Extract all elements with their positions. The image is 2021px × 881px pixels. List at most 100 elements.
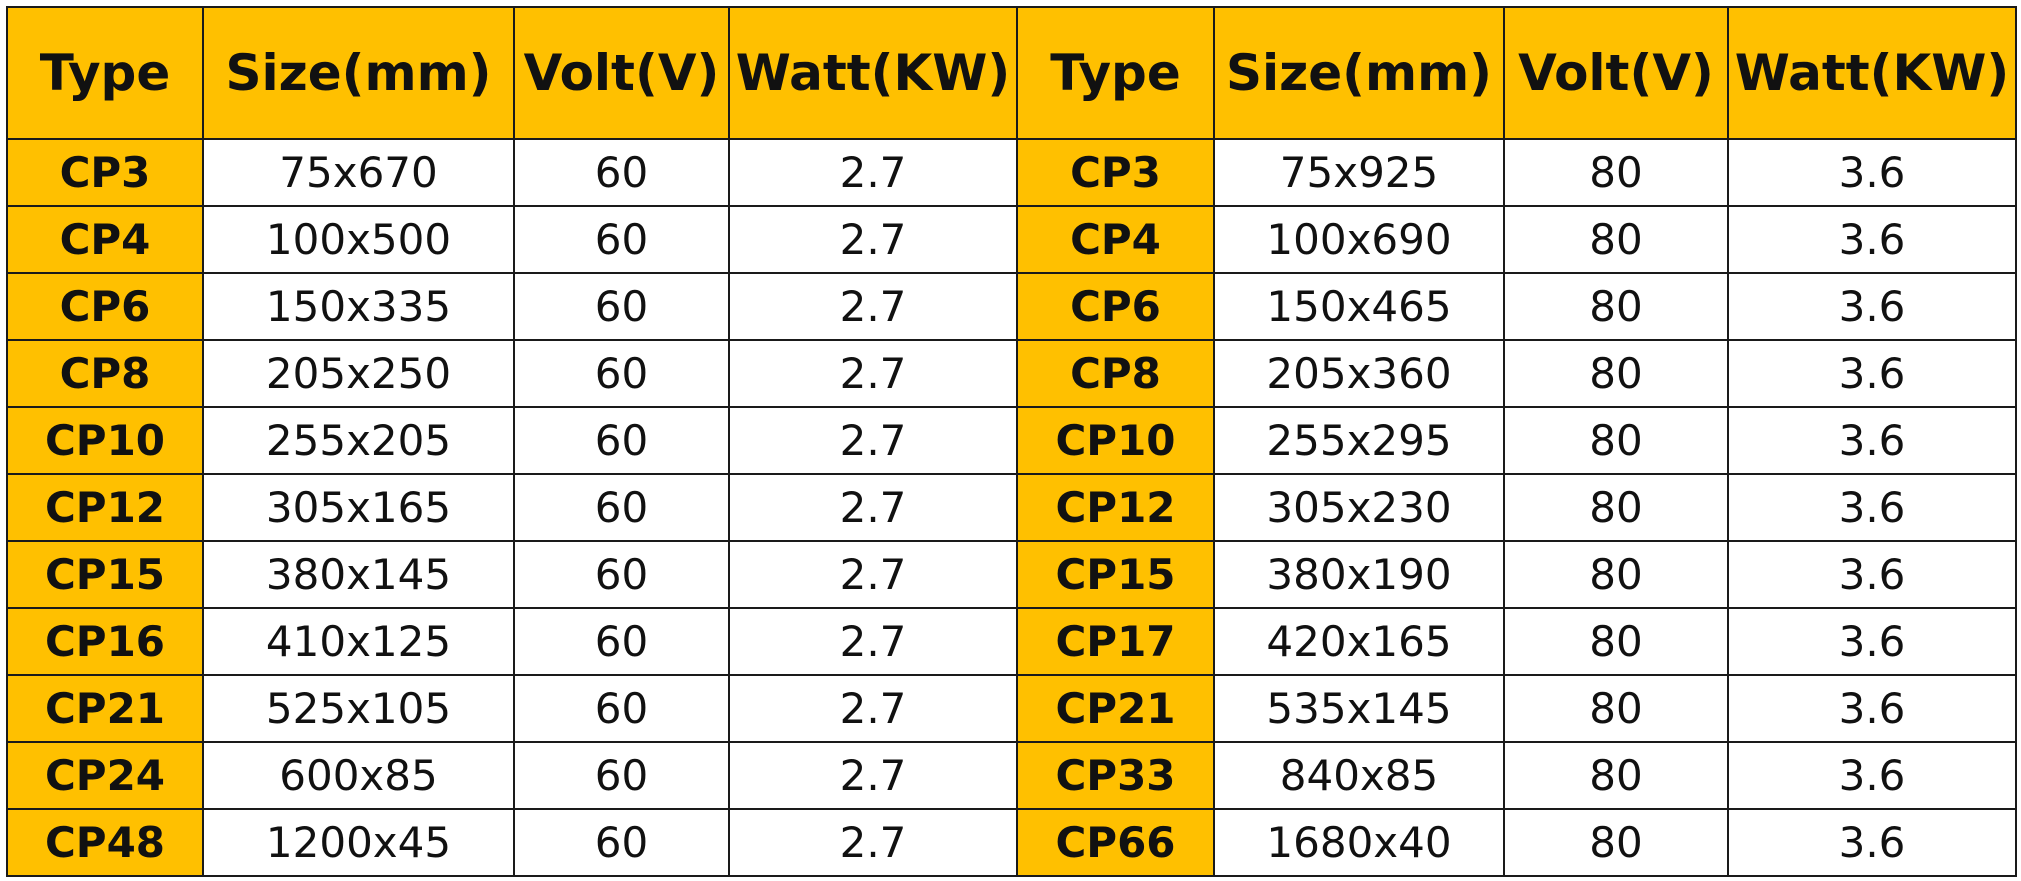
type-cell: CP16 (6, 607, 204, 676)
table-row: CP48 1200x45 60 2.7 CP66 1680x40 80 3.6 (6, 808, 2017, 877)
data-cell: 205x250 (202, 339, 515, 408)
data-cell: 2.7 (728, 808, 1018, 877)
data-cell: 535x145 (1213, 674, 1505, 743)
type-cell: CP33 (1016, 741, 1215, 810)
data-cell: 75x925 (1213, 138, 1505, 207)
header-cell: Size(mm) (1213, 6, 1505, 140)
type-cell: CP21 (1016, 674, 1215, 743)
type-cell: CP17 (1016, 607, 1215, 676)
type-cell: CP21 (6, 674, 204, 743)
data-cell: 2.7 (728, 272, 1018, 341)
header-cell: Watt(KW) (728, 6, 1018, 140)
header-row: Type Size(mm) Volt(V) Watt(KW) Type Size(mm) V… (6, 6, 2017, 140)
data-cell: 80 (1503, 741, 1729, 810)
data-cell: 3.6 (1727, 473, 2017, 542)
data-cell: 3.6 (1727, 138, 2017, 207)
data-cell: 60 (513, 473, 730, 542)
data-cell: 525x105 (202, 674, 515, 743)
type-cell: CP6 (6, 272, 204, 341)
data-cell: 305x165 (202, 473, 515, 542)
data-cell: 60 (513, 272, 730, 341)
data-cell: 2.7 (728, 540, 1018, 609)
type-cell: CP24 (6, 741, 204, 810)
type-cell: CP4 (6, 205, 204, 274)
header-cell: Size(mm) (202, 6, 515, 140)
data-cell: 2.7 (728, 205, 1018, 274)
table-row: CP16 410x125 60 2.7 CP17 420x165 80 3.6 (6, 607, 2017, 676)
data-cell: 380x190 (1213, 540, 1505, 609)
table-row: CP10 255x205 60 2.7 CP10 255x295 80 3.6 (6, 406, 2017, 475)
header-cell: Volt(V) (513, 6, 730, 140)
data-cell: 60 (513, 339, 730, 408)
data-cell: 2.7 (728, 674, 1018, 743)
table-row: CP3 75x670 60 2.7 CP3 75x925 80 3.6 (6, 138, 2017, 207)
data-cell: 60 (513, 741, 730, 810)
data-cell: 3.6 (1727, 272, 2017, 341)
header-cell: Type (1016, 6, 1215, 140)
type-cell: CP6 (1016, 272, 1215, 341)
data-cell: 80 (1503, 339, 1729, 408)
data-cell: 3.6 (1727, 339, 2017, 408)
type-cell: CP66 (1016, 808, 1215, 877)
data-cell: 3.6 (1727, 205, 2017, 274)
data-cell: 80 (1503, 138, 1729, 207)
table-row: CP4 100x500 60 2.7 CP4 100x690 80 3.6 (6, 205, 2017, 274)
data-cell: 3.6 (1727, 406, 2017, 475)
data-cell: 255x295 (1213, 406, 1505, 475)
data-cell: 60 (513, 607, 730, 676)
data-cell: 3.6 (1727, 808, 2017, 877)
data-cell: 840x85 (1213, 741, 1505, 810)
data-cell: 2.7 (728, 339, 1018, 408)
type-cell: CP48 (6, 808, 204, 877)
type-cell: CP3 (1016, 138, 1215, 207)
data-cell: 60 (513, 540, 730, 609)
type-cell: CP10 (6, 406, 204, 475)
data-cell: 80 (1503, 607, 1729, 676)
data-cell: 2.7 (728, 138, 1018, 207)
header-cell: Type (6, 6, 204, 140)
header-cell: Volt(V) (1503, 6, 1729, 140)
data-cell: 60 (513, 674, 730, 743)
data-cell: 600x85 (202, 741, 515, 810)
data-cell: 3.6 (1727, 607, 2017, 676)
table-row: CP15 380x145 60 2.7 CP15 380x190 80 3.6 (6, 540, 2017, 609)
data-cell: 3.6 (1727, 741, 2017, 810)
data-cell: 80 (1503, 473, 1729, 542)
data-cell: 80 (1503, 674, 1729, 743)
data-cell: 2.7 (728, 473, 1018, 542)
data-cell: 205x360 (1213, 339, 1505, 408)
type-cell: CP12 (6, 473, 204, 542)
type-cell: CP8 (6, 339, 204, 408)
type-cell: CP3 (6, 138, 204, 207)
type-cell: CP4 (1016, 205, 1215, 274)
data-cell: 80 (1503, 808, 1729, 877)
data-cell: 75x670 (202, 138, 515, 207)
data-cell: 2.7 (728, 741, 1018, 810)
data-cell: 380x145 (202, 540, 515, 609)
table-row: CP6 150x335 60 2.7 CP6 150x465 80 3.6 (6, 272, 2017, 341)
data-cell: 100x500 (202, 205, 515, 274)
data-cell: 100x690 (1213, 205, 1505, 274)
data-cell: 305x230 (1213, 473, 1505, 542)
data-cell: 60 (513, 138, 730, 207)
data-cell: 80 (1503, 406, 1729, 475)
type-cell: CP15 (6, 540, 204, 609)
data-cell: 3.6 (1727, 540, 2017, 609)
data-cell: 150x465 (1213, 272, 1505, 341)
table-row: CP21 525x105 60 2.7 CP21 535x145 80 3.6 (6, 674, 2017, 743)
data-cell: 1680x40 (1213, 808, 1505, 877)
data-cell: 60 (513, 808, 730, 877)
spec-table: Type Size(mm) Volt(V) Watt(KW) Type Size(mm) V… (6, 6, 2017, 877)
data-cell: 410x125 (202, 607, 515, 676)
data-cell: 420x165 (1213, 607, 1505, 676)
type-cell: CP10 (1016, 406, 1215, 475)
data-cell: 3.6 (1727, 674, 2017, 743)
data-cell: 1200x45 (202, 808, 515, 877)
table-body: CP3 75x670 60 2.7 CP3 75x925 80 3.6 CP4 100x500 60… (6, 138, 2017, 877)
header-cell: Watt(KW) (1727, 6, 2017, 140)
type-cell: CP12 (1016, 473, 1215, 542)
data-cell: 2.7 (728, 607, 1018, 676)
data-cell: 60 (513, 205, 730, 274)
table-row: CP8 205x250 60 2.7 CP8 205x360 80 3.6 (6, 339, 2017, 408)
data-cell: 80 (1503, 272, 1729, 341)
